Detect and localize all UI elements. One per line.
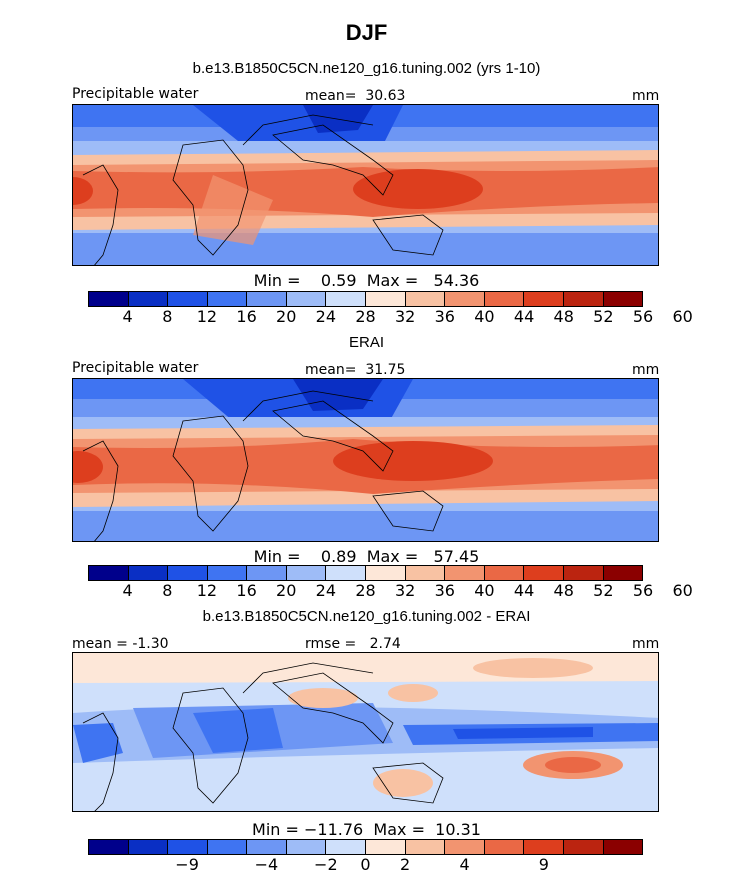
colorbar-tick-label: −2 bbox=[314, 855, 338, 874]
colorbar-tick-label: 44 bbox=[513, 581, 535, 600]
colorbar-tick-label: 48 bbox=[553, 307, 574, 326]
panel-3-mean-label: mean = -1.30 bbox=[72, 636, 169, 652]
figure-title: DJF bbox=[345, 20, 388, 45]
colorbar-tick-label: 52 bbox=[593, 307, 614, 326]
colorbar-tick-label: 28 bbox=[355, 307, 376, 326]
colorbar-tick-label: 12 bbox=[196, 581, 218, 600]
colorbar-tick-label: 56 bbox=[632, 581, 654, 600]
colorbar-tick-label: 4 bbox=[122, 581, 133, 600]
colorbar-tick-label: 4 bbox=[459, 855, 470, 874]
colorbar-tick-label: 56 bbox=[632, 307, 654, 326]
panel-1-colorbar-ticks: 4 8 12 16 20 24 28 32 36 40 44 48 52 56 60 bbox=[88, 307, 693, 327]
panel-1-map bbox=[72, 104, 659, 266]
colorbar-tick-label: 44 bbox=[513, 307, 535, 326]
panel-1-minmax: Min = 0.59 Max = 54.36 bbox=[253, 271, 480, 290]
colorbar-tick-label: 32 bbox=[394, 581, 416, 600]
panel-2-colorbar-ticks: 4 8 12 16 20 24 28 32 36 40 44 48 52 56 60 bbox=[88, 581, 693, 601]
colorbar-tick-label: 24 bbox=[315, 581, 337, 600]
colorbar-tick-label: 12 bbox=[196, 307, 218, 326]
colorbar-tick-label: 0 bbox=[360, 855, 371, 874]
panel-3-map bbox=[72, 652, 659, 812]
colorbar-tick-label: 36 bbox=[434, 581, 455, 600]
panel-2-minmax: Min = 0.89 Max = 57.45 bbox=[253, 547, 480, 566]
colorbar-tick-label: 4 bbox=[122, 307, 133, 326]
panel-3-colorbar bbox=[88, 839, 643, 855]
panel-2-map bbox=[72, 378, 659, 542]
colorbar-tick-label: 8 bbox=[162, 307, 173, 326]
panel-2-colorbar bbox=[88, 565, 643, 581]
colorbar-tick-label: 9 bbox=[538, 855, 549, 874]
panel-2-title: ERAI bbox=[348, 334, 384, 351]
panel-3-minmax: Min = −11.76 Max = 10.31 bbox=[252, 820, 481, 839]
panel-2-field bbox=[73, 379, 658, 541]
colorbar-tick-label: 16 bbox=[236, 307, 257, 326]
panel-2-units-label: mm bbox=[632, 362, 660, 378]
colorbar-tick-label: −9 bbox=[175, 855, 199, 874]
colorbar-tick-label: 60 bbox=[672, 581, 693, 600]
colorbar-tick-label: 60 bbox=[672, 307, 693, 326]
colorbar-tick-label: 52 bbox=[593, 581, 614, 600]
panel-1-colorbar bbox=[88, 291, 643, 307]
colorbar-tick-label: 40 bbox=[474, 581, 495, 600]
panel-2-mean-label: mean= 31.75 bbox=[305, 362, 406, 378]
panel-1-variable-label: Precipitable water bbox=[72, 86, 199, 102]
panel-1-units-label: mm bbox=[632, 88, 660, 104]
panel-2-variable-label: Precipitable water bbox=[72, 360, 199, 376]
panel-3-units-label: mm bbox=[632, 636, 660, 652]
panel-3-colorbar-ticks: −9 −4 −2 0 2 4 9 bbox=[88, 855, 643, 875]
colorbar-tick-label: 28 bbox=[355, 581, 376, 600]
colorbar-tick-label: 8 bbox=[162, 581, 173, 600]
colorbar-tick-label: 48 bbox=[553, 581, 574, 600]
colorbar-tick-label: 20 bbox=[276, 581, 297, 600]
colorbar-tick-label: 16 bbox=[236, 581, 257, 600]
panel-3-title: b.e13.B1850C5CN.ne120_g16.tuning.002 - E… bbox=[202, 608, 531, 625]
panel-1-title: b.e13.B1850C5CN.ne120_g16.tuning.002 (yr… bbox=[192, 60, 541, 77]
colorbar-tick-label: 2 bbox=[400, 855, 411, 874]
panel-3-field bbox=[73, 653, 658, 811]
colorbar-tick-label: −4 bbox=[254, 855, 279, 874]
panel-1-mean-label: mean= 30.63 bbox=[305, 88, 406, 104]
colorbar-tick-label: 32 bbox=[394, 307, 416, 326]
colorbar-tick-label: 24 bbox=[315, 307, 337, 326]
panel-1-field bbox=[73, 105, 658, 265]
colorbar-tick-label: 40 bbox=[474, 307, 495, 326]
panel-3-rmse-label: rmse = 2.74 bbox=[305, 636, 401, 652]
colorbar-tick-label: 20 bbox=[276, 307, 297, 326]
colorbar-tick-label: 36 bbox=[434, 307, 455, 326]
